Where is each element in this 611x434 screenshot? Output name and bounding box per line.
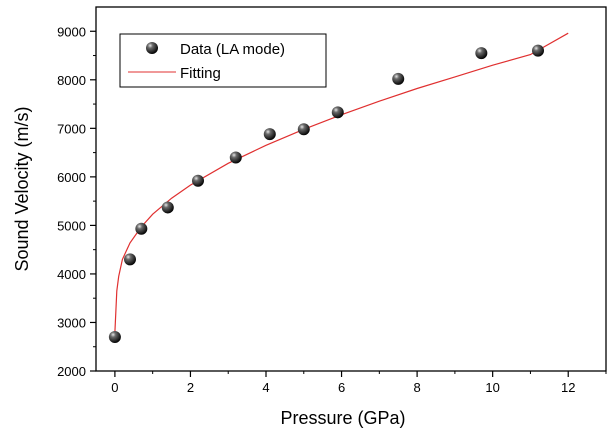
x-axis-ticks: 0 2 4 6 8 10 12 [111, 371, 607, 395]
data-point [532, 44, 544, 57]
data-point [297, 123, 310, 136]
x-tick-label: 0 [111, 380, 118, 395]
data-points-layer [108, 44, 544, 344]
data-point [229, 151, 242, 164]
y-tick-label: 8000 [57, 73, 86, 88]
data-point [124, 253, 136, 266]
fitting-curve-layer [114, 32, 569, 333]
y-tick-label: 6000 [57, 170, 86, 185]
x-tick-label: 2 [187, 380, 194, 395]
data-point [135, 222, 148, 235]
data-point [192, 174, 204, 187]
y-axis-label: Sound Velocity (m/s) [12, 106, 32, 271]
data-point [161, 201, 174, 214]
data-point [392, 72, 405, 85]
fitting-curve [114, 32, 569, 333]
y-tick-label: 7000 [57, 121, 86, 136]
y-tick-label: 4000 [57, 267, 86, 282]
y-tick-label: 5000 [57, 218, 86, 233]
data-point [475, 47, 488, 60]
y-tick-label: 3000 [57, 315, 86, 330]
x-tick-label: 4 [262, 380, 269, 395]
x-tick-label: 6 [338, 380, 345, 395]
plot-frame [95, 6, 607, 372]
data-point [108, 331, 121, 344]
legend-label-fitting: Fitting [180, 65, 221, 82]
x-tick-label: 8 [413, 380, 420, 395]
y-tick-label: 9000 [57, 24, 86, 39]
y-axis-ticks: 2000 3000 4000 5000 6000 7000 8000 9000 [57, 24, 96, 379]
data-point [331, 106, 344, 119]
x-tick-label: 10 [485, 380, 499, 395]
x-axis-label: Pressure (GPa) [280, 408, 405, 428]
data-point [263, 128, 276, 141]
legend-marker-data [146, 42, 158, 54]
legend: Data (LA mode) Fitting [119, 33, 327, 88]
x-tick-label: 12 [561, 380, 575, 395]
y-tick-label: 2000 [57, 364, 86, 379]
legend-label-data: Data (LA mode) [180, 41, 285, 58]
